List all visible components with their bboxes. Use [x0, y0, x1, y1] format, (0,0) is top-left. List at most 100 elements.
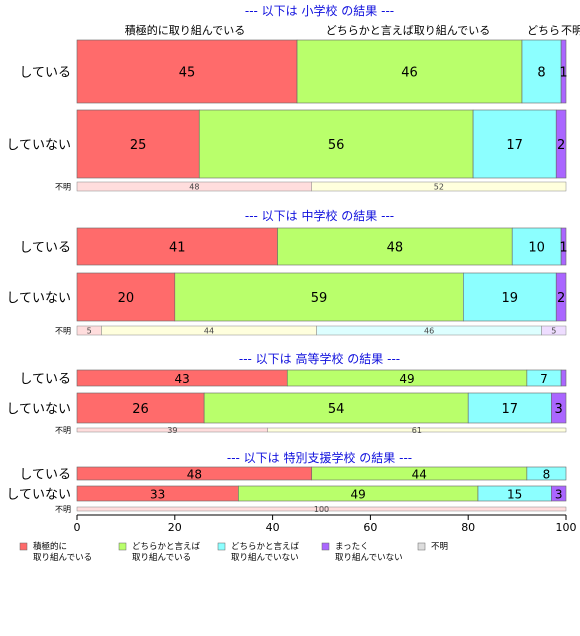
data-label: 56 [328, 138, 345, 153]
bar-segment [526, 466, 567, 481]
unknown-bar-segment [311, 181, 567, 192]
data-label: 33 [150, 488, 165, 502]
unknown-data-label: 52 [434, 183, 444, 192]
x-tick-label: 40 [266, 521, 280, 534]
legend-label: どちらかと言えば取り組んでいる [132, 541, 201, 563]
bar-segment [560, 369, 567, 387]
x-tick-label: 20 [168, 521, 182, 534]
unknown-data-label: 44 [204, 327, 214, 336]
bar-segment [560, 227, 567, 266]
unknown-data-label: 39 [167, 426, 177, 435]
bar-segment [555, 272, 567, 322]
bar-segment [203, 392, 469, 424]
legend-label: 積極的に取り組んでいる [33, 541, 92, 563]
bar-segment [551, 392, 567, 424]
data-label: 17 [501, 402, 518, 417]
legend-swatch [321, 542, 330, 551]
row-label: している [19, 241, 71, 256]
top-category-label: 不明 [561, 24, 580, 37]
data-label: 48 [187, 468, 202, 482]
bar-segment [277, 227, 513, 266]
unknown-data-label: 61 [412, 426, 422, 435]
bar-segment [521, 39, 562, 104]
data-label: 43 [174, 372, 189, 386]
unknown-row-label: 不明 [55, 183, 71, 192]
bar-segment [76, 39, 298, 104]
unknown-data-label: 48 [189, 183, 199, 192]
bar-segment [76, 227, 278, 266]
bar-segment [555, 109, 567, 179]
data-label: 8 [537, 66, 545, 81]
data-label: 41 [169, 241, 186, 256]
row-label: していない [6, 402, 71, 417]
row-label: している [19, 66, 71, 81]
data-label: 3 [555, 402, 563, 417]
data-label: 44 [412, 468, 427, 482]
row-label: していない [6, 138, 71, 153]
bar-segment [76, 109, 200, 179]
legend-label: まったく取り組んでいない [335, 542, 403, 563]
bar-segment [463, 272, 557, 322]
data-label: 1 [559, 241, 567, 256]
data-label: 15 [507, 488, 522, 502]
data-label: 2 [557, 291, 565, 306]
data-label: 1 [559, 66, 567, 81]
bar-segment [560, 39, 567, 104]
data-label: 46 [401, 66, 418, 81]
panel-title: --- 以下は 中学校 の結果 --- [245, 208, 394, 223]
data-label: 49 [399, 372, 414, 386]
bar-segment [76, 272, 176, 322]
legend-label: どちらかと言えば取り組んでいない [231, 541, 300, 563]
unknown-data-label: 46 [424, 327, 434, 336]
data-label: 10 [528, 241, 545, 256]
bar-segment [76, 392, 205, 424]
x-tick-label: 100 [556, 521, 577, 534]
top-category-label: どちら [527, 24, 560, 37]
data-label: 2 [557, 138, 565, 153]
panel-title: --- 以下は 高等学校 の結果 --- [239, 351, 400, 366]
data-label: 54 [328, 402, 345, 417]
data-label: 19 [501, 291, 518, 306]
data-label: 49 [351, 488, 366, 502]
data-label: 17 [506, 138, 523, 153]
unknown-data-label: 100 [314, 505, 329, 514]
row-label: している [19, 372, 71, 387]
legend-swatch [118, 542, 127, 551]
bar-segment [198, 109, 474, 179]
data-label: 26 [132, 402, 149, 417]
unknown-bar-segment [76, 506, 567, 512]
bar-segment [551, 485, 567, 502]
data-label: 45 [179, 66, 196, 81]
panel-title: --- 以下は 特別支援学校 の結果 --- [227, 450, 412, 465]
bar-segment [472, 109, 557, 179]
data-label: 59 [311, 291, 328, 306]
x-tick-label: 80 [461, 521, 475, 534]
x-tick-label: 0 [74, 521, 81, 534]
data-label: 3 [555, 488, 563, 502]
data-label: 8 [543, 468, 551, 482]
legend-swatch [19, 542, 28, 551]
data-label: 48 [387, 241, 404, 256]
row-label: していない [6, 488, 71, 503]
row-label: している [19, 468, 71, 483]
data-label: 7 [540, 372, 548, 386]
top-category-label: どちらかと言えば取り組んでいる [326, 24, 490, 37]
data-label: 25 [130, 138, 147, 153]
x-tick-label: 60 [363, 521, 377, 534]
unknown-data-label: 5 [87, 327, 92, 336]
bar-segment [467, 392, 552, 424]
unknown-bar-segment [267, 427, 567, 433]
bar-segment [296, 39, 523, 104]
panel-title: --- 以下は 小学校 の結果 --- [245, 3, 394, 18]
unknown-bar-segment [541, 325, 567, 336]
bar-segment [174, 272, 464, 322]
row-label: していない [6, 291, 71, 306]
unknown-row-label: 不明 [55, 505, 71, 514]
legend-swatch [217, 542, 226, 551]
unknown-row-label: 不明 [55, 327, 71, 336]
legend-label: 不明 [431, 542, 448, 552]
unknown-data-label: 5 [551, 327, 556, 336]
unknown-row-label: 不明 [55, 426, 71, 435]
legend-swatch [417, 542, 426, 551]
